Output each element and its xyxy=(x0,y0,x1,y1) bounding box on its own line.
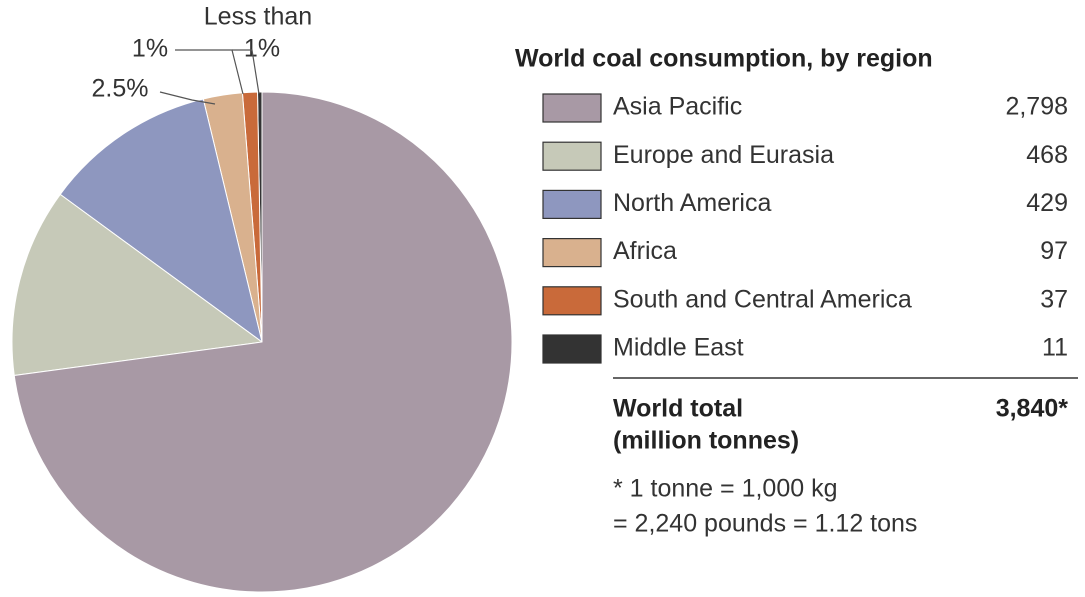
legend-value: 37 xyxy=(1040,285,1068,313)
legend-swatch xyxy=(542,334,602,364)
slice-label: 1% xyxy=(132,35,168,63)
leader-line xyxy=(159,91,216,105)
chart-title: World coal consumption, by region xyxy=(515,45,933,73)
legend-value: 11 xyxy=(1042,334,1068,362)
annotation: Less than xyxy=(204,3,312,31)
slice-label: 1% xyxy=(244,35,280,63)
legend-label: Middle East xyxy=(613,334,744,362)
footnote: * 1 tonne = 1,000 kg xyxy=(613,475,838,503)
pie-slice xyxy=(11,193,264,377)
legend-swatch xyxy=(542,286,602,316)
total-value: 3,840* xyxy=(996,395,1069,423)
legend-swatch xyxy=(542,189,602,219)
total-label: World total xyxy=(613,395,743,423)
slice-label: 2.5% xyxy=(92,75,149,103)
legend-label: North America xyxy=(613,189,771,217)
legend-label: Asia Pacific xyxy=(613,93,742,121)
legend-label: Europe and Eurasia xyxy=(613,141,834,169)
legend-value: 429 xyxy=(1026,189,1068,217)
legend-label: South and Central America xyxy=(613,285,912,313)
legend-swatch xyxy=(542,238,602,268)
legend-label: Africa xyxy=(613,237,677,265)
legend-value: 468 xyxy=(1026,141,1068,169)
legend-swatch xyxy=(542,93,602,123)
leader-line xyxy=(175,49,244,95)
leader-line xyxy=(232,49,260,95)
pie-slice xyxy=(13,91,513,593)
legend-value: 97 xyxy=(1040,237,1068,265)
footnote: = 2,240 pounds = 1.12 tons xyxy=(613,510,917,538)
pie-slice xyxy=(59,98,263,344)
total-label: (million tonnes) xyxy=(613,427,799,455)
legend-swatch xyxy=(542,141,602,171)
legend-value: 2,798 xyxy=(1005,93,1068,121)
